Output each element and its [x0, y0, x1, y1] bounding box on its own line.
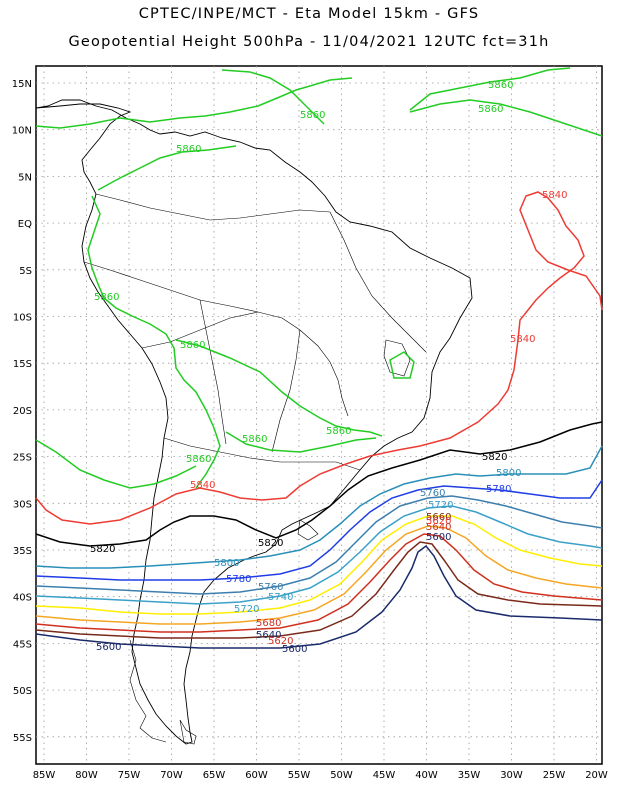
label-5620: 5620 — [268, 636, 293, 647]
lon-tick-label: 85W — [33, 770, 56, 781]
label-5720: 5720 — [234, 604, 259, 615]
contour-5860-ne-lower — [409, 99, 603, 137]
contour-5740 — [35, 505, 603, 605]
lat-tick-label: 25S — [13, 453, 32, 464]
label-5840: 5840 — [510, 334, 535, 345]
grid-lines — [36, 66, 602, 764]
label-5800: 5800 — [496, 468, 521, 479]
lat-tick-label: 5N — [18, 172, 32, 183]
label-5840: 5840 — [542, 190, 567, 201]
contour-lines — [35, 67, 603, 649]
label-5780: 5780 — [226, 574, 251, 585]
lat-tick-label: 40S — [13, 593, 32, 604]
label-5680: 5680 — [256, 618, 281, 629]
label-5860: 5860 — [478, 104, 503, 115]
lat-tick-label: 15S — [13, 359, 32, 370]
lon-tick-label: 40W — [415, 770, 438, 781]
contour-5820 — [35, 421, 603, 547]
lat-tick-label: 10N — [12, 126, 32, 137]
contour-5860-small — [389, 351, 415, 379]
lat-tick-label: 10S — [13, 313, 32, 324]
label-5720: 5720 — [428, 500, 453, 511]
label-5820: 5820 — [90, 544, 115, 555]
lon-tick-label: 80W — [75, 770, 98, 781]
label-5860: 5860 — [94, 292, 119, 303]
lat-tick-label: 30S — [13, 499, 32, 510]
label-5800: 5800 — [214, 558, 239, 569]
contour-5780 — [35, 479, 603, 581]
label-5860: 5860 — [176, 144, 201, 155]
contour-5860-west — [35, 439, 197, 489]
lon-tick-label: 45W — [373, 770, 396, 781]
contour-5760 — [35, 495, 603, 595]
label-5840: 5840 — [190, 480, 215, 491]
label-5620: 5620 — [426, 516, 451, 527]
label-5740: 5740 — [268, 592, 293, 603]
lat-tick-label: 20S — [13, 406, 32, 417]
contour-5860-central — [175, 339, 383, 437]
label-5860: 5860 — [300, 110, 325, 121]
contour-5860-north — [35, 77, 353, 129]
lat-tick-label: 35S — [13, 546, 32, 557]
label-5860: 5860 — [488, 80, 513, 91]
contour-5860-andes — [87, 195, 221, 489]
lon-tick-label: 20W — [585, 770, 608, 781]
label-5860: 5860 — [180, 340, 205, 351]
lat-tick-label: 5S — [19, 266, 32, 277]
contour-5860-top-loop — [221, 69, 325, 125]
label-5640: 5640 — [256, 630, 281, 641]
lon-tick-label: 50W — [330, 770, 353, 781]
lon-tick-label: 75W — [118, 770, 141, 781]
map-title-line2: Geopotential Height 500hPa - 11/04/2021 … — [68, 34, 550, 50]
contour-5860-ne — [409, 67, 571, 111]
longitude-labels: 85W 80W 75W 70W 65W 60W 55W 50W 45W 40W 35W 30W 25W 2… — [33, 770, 608, 781]
contour-5860-south — [225, 431, 377, 453]
contour-5860-mid — [97, 145, 237, 191]
lat-tick-label: 45S — [13, 639, 32, 650]
lat-tick-label: 55S — [13, 733, 32, 744]
label-5860: 5860 — [242, 434, 267, 445]
map-title-line1: CPTEC/INPE/MCT - Eta Model 15km - GFS — [138, 6, 480, 22]
map-frame — [35, 65, 603, 765]
coastlines — [35, 99, 473, 745]
lon-tick-label: 25W — [543, 770, 566, 781]
lat-tick-label: 50S — [13, 686, 32, 697]
label-5760: 5760 — [258, 582, 283, 593]
label-5860: 5860 — [186, 454, 211, 465]
lon-tick-label: 35W — [458, 770, 481, 781]
contour-5840 — [35, 191, 603, 525]
label-5820: 5820 — [258, 538, 283, 549]
label-5600: 5600 — [282, 644, 307, 655]
lon-tick-label: 60W — [245, 770, 268, 781]
lat-tick-label: EQ — [18, 219, 32, 230]
lon-tick-label: 30W — [500, 770, 523, 781]
label-5660: 5660 — [426, 512, 451, 523]
label-5640: 5640 — [426, 522, 451, 533]
lon-tick-label: 65W — [203, 770, 226, 781]
contour-5660 — [35, 541, 603, 639]
lat-tick-label: 15N — [12, 79, 32, 90]
contour-5680 — [35, 533, 603, 633]
contour-labels: 5860 5860 5860 5860 5860 5860 5860 5860 … — [90, 80, 567, 655]
label-5820: 5820 — [482, 452, 507, 463]
label-5760: 5760 — [420, 488, 445, 499]
lon-tick-label: 55W — [288, 770, 311, 781]
latitude-labels: 15N 10N 5N EQ 5S 10S 15S 20S 25S 30S 35S 40S 45S 50S 5… — [12, 79, 32, 744]
contour-5700 — [35, 525, 603, 625]
contour-5720 — [35, 515, 603, 615]
lon-tick-label: 70W — [160, 770, 183, 781]
contour-5640 — [35, 544, 603, 649]
label-5600: 5600 — [426, 532, 451, 543]
contour-5800 — [35, 445, 603, 569]
label-5600: 5600 — [96, 642, 121, 653]
label-5780: 5780 — [486, 484, 511, 495]
label-5860: 5860 — [326, 426, 351, 437]
